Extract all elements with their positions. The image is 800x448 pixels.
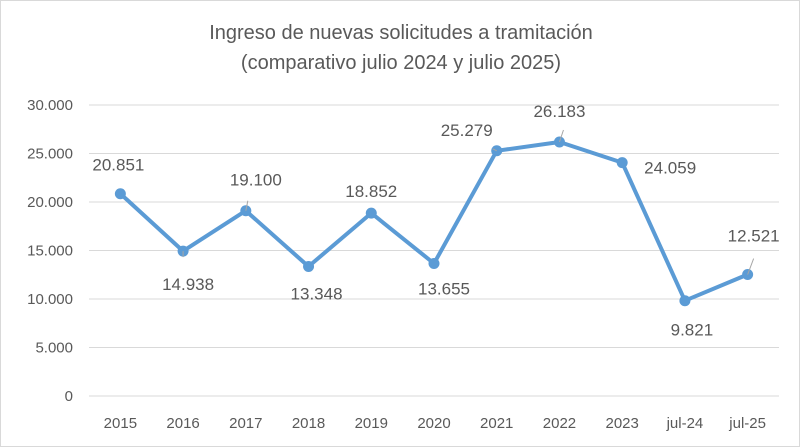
data-point bbox=[114, 188, 126, 200]
y-tick-label: 30.000 bbox=[27, 97, 73, 114]
x-tick-label: 2017 bbox=[229, 415, 262, 432]
data-point bbox=[428, 258, 440, 270]
chart-subtitle: (comparativo julio 2024 y julio 2025) bbox=[240, 52, 562, 74]
label-leader-line bbox=[492, 148, 497, 152]
data-point bbox=[616, 157, 628, 169]
x-tick-label: jul-24 bbox=[666, 415, 704, 432]
x-tick-label: 2022 bbox=[543, 415, 576, 432]
x-tick-label: 2021 bbox=[480, 415, 513, 432]
label-leader-line bbox=[558, 129, 564, 143]
x-tick-label: 2023 bbox=[605, 415, 638, 432]
x-tick-label: 2016 bbox=[166, 415, 199, 432]
data-label: 19.100 bbox=[230, 171, 282, 190]
data-point bbox=[679, 295, 691, 307]
y-tick-label: 25.000 bbox=[27, 146, 73, 163]
data-label: 14.938 bbox=[162, 275, 214, 294]
data-point bbox=[303, 261, 315, 273]
data-label: 24.059 bbox=[644, 159, 696, 178]
x-tick-label: 2019 bbox=[355, 415, 388, 432]
label-leader-line bbox=[747, 258, 755, 275]
data-label: 18.852 bbox=[345, 182, 397, 201]
x-tick-label: 2018 bbox=[292, 415, 325, 432]
x-tick-label: 2020 bbox=[417, 415, 450, 432]
data-label: 13.348 bbox=[291, 285, 343, 304]
x-tick-label: 2015 bbox=[104, 415, 137, 432]
y-tick-label: 15.000 bbox=[27, 243, 73, 260]
data-point bbox=[365, 207, 377, 219]
x-tick-label: jul-25 bbox=[728, 415, 766, 432]
data-label: 9.821 bbox=[671, 321, 714, 340]
data-label: 26.183 bbox=[533, 102, 585, 121]
y-tick-label: 20.000 bbox=[27, 194, 73, 211]
y-tick-label: 10.000 bbox=[27, 291, 73, 308]
chart-title: Ingreso de nuevas solicitudes a tramitac… bbox=[209, 22, 593, 44]
data-label: 20.851 bbox=[92, 156, 144, 175]
y-tick-label: 5.000 bbox=[35, 340, 73, 357]
data-label: 13.655 bbox=[418, 280, 470, 299]
data-label: 12.521 bbox=[728, 227, 780, 246]
data-point bbox=[177, 245, 189, 257]
data-label: 25.279 bbox=[441, 121, 493, 140]
label-leader-line bbox=[245, 200, 249, 211]
y-tick-label: 0 bbox=[65, 388, 73, 405]
